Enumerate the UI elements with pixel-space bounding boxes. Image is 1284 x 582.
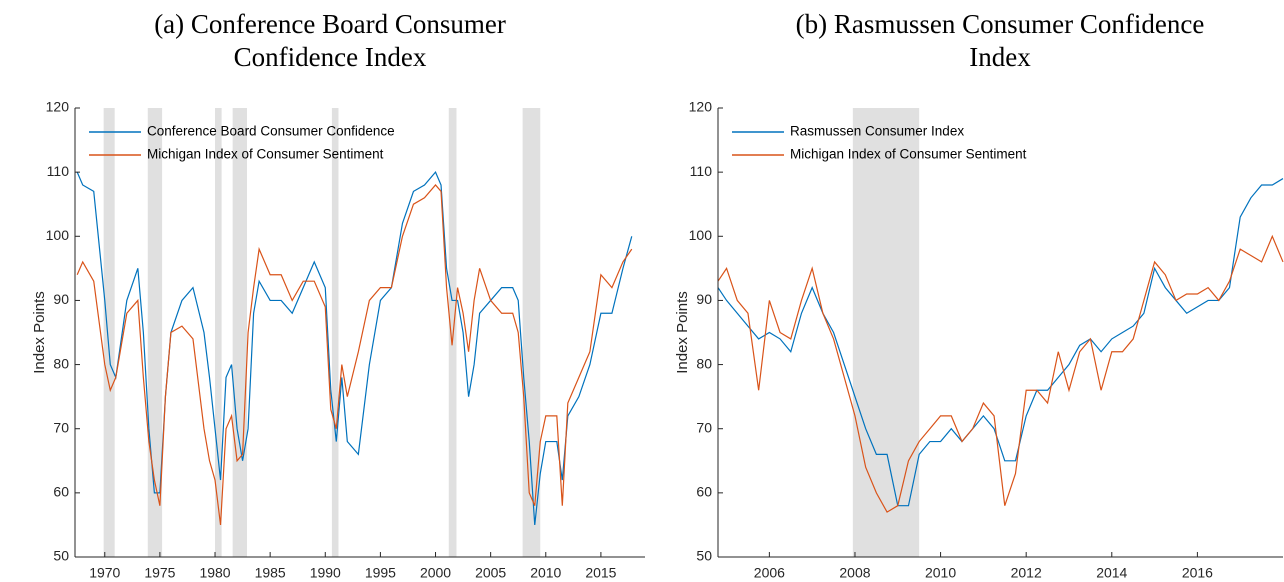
x-tick-label: 2016 [1182, 565, 1213, 581]
legend-label: Rasmussen Consumer Index [790, 124, 964, 139]
x-tick-label: 2014 [1096, 565, 1127, 581]
shaded-range [331, 108, 339, 557]
x-tick-label: 1985 [255, 565, 286, 581]
series-line [717, 234, 1284, 513]
x-tick-label: 2006 [754, 565, 785, 581]
x-tick-label: 2008 [839, 565, 870, 581]
x-tick-label: 1975 [144, 565, 175, 581]
y-tick-label: 100 [46, 227, 70, 243]
x-tick-label: 2015 [585, 565, 616, 581]
shaded-range [448, 108, 457, 557]
x-tick-label: 1970 [89, 565, 120, 581]
legend-label: Conference Board Consumer Confidence [147, 124, 395, 139]
y-tick-label: 70 [53, 419, 69, 435]
x-tick-label: 2012 [1011, 565, 1042, 581]
chart-title: (b) Rasmussen Consumer Confidence Index [795, 9, 1205, 72]
y-tick-label: 90 [696, 291, 712, 307]
series-line [717, 178, 1284, 507]
y-tick-label: 50 [53, 548, 69, 564]
x-tick-label: 2010 [530, 565, 561, 581]
y-tick-label: 100 [689, 227, 713, 243]
legend-label: Michigan Index of Consumer Sentiment [147, 147, 384, 162]
y-tick-label: 120 [689, 99, 713, 115]
y-tick-label: 120 [46, 99, 70, 115]
chart-title: (a) Conference Board Consumer Confidence… [154, 9, 506, 72]
y-tick-label: 110 [47, 163, 70, 179]
y-axis-label: Index Points [674, 291, 691, 374]
shaded-range [852, 108, 920, 557]
y-tick-label: 60 [53, 484, 69, 500]
x-tick-label: 2005 [475, 565, 506, 581]
shaded-range [232, 108, 247, 557]
y-tick-label: 80 [53, 355, 69, 371]
shaded-range [103, 108, 115, 557]
x-tick-label: 2010 [925, 565, 956, 581]
y-tick-label: 110 [690, 163, 713, 179]
y-axis-label: Index Points [31, 291, 48, 374]
y-tick-label: 80 [696, 355, 712, 371]
y-tick-label: 70 [696, 419, 712, 435]
y-tick-label: 90 [53, 291, 69, 307]
shaded-range [147, 108, 163, 557]
shaded-range [522, 108, 541, 557]
shaded-range [215, 108, 222, 557]
x-tick-label: 1990 [310, 565, 341, 581]
x-tick-label: 2000 [420, 565, 451, 581]
y-tick-label: 50 [696, 548, 712, 564]
x-tick-label: 1995 [365, 565, 396, 581]
x-tick-label: 1980 [199, 565, 230, 581]
y-tick-label: 60 [696, 484, 712, 500]
series-line [76, 184, 633, 526]
legend-label: Michigan Index of Consumer Sentiment [790, 147, 1027, 162]
